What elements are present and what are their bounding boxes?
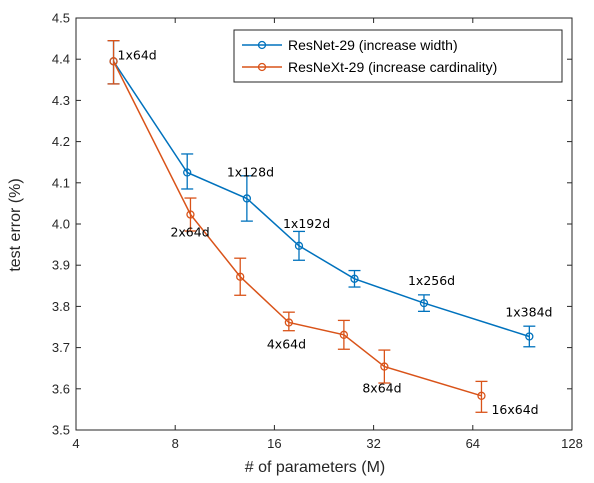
x-tick-label: 64 <box>466 436 480 451</box>
data-point <box>236 272 245 281</box>
data-point <box>242 194 252 203</box>
x-tick-label: 128 <box>561 436 583 451</box>
data-point <box>183 168 192 177</box>
legend-marker <box>257 62 267 72</box>
y-tick-label: 4.3 <box>52 93 70 108</box>
y-tick-label: 3.5 <box>52 423 70 438</box>
y-tick-label: 3.9 <box>52 258 70 273</box>
data-label: 8x64d <box>362 381 401 396</box>
x-tick-label: 4 <box>72 436 79 451</box>
y-tick-label: 4.0 <box>52 217 70 232</box>
annotation-layer: 1x64d 1x128d 1x192d 1x256d 1x384d 2x64d 4x64d 8… <box>118 47 553 417</box>
legend-entry: ResNeXt-29 (increase cardinality) <box>288 59 497 75</box>
data-label: 1x192d <box>283 216 330 231</box>
data-point <box>350 274 359 283</box>
y-tick-label: 4.1 <box>52 175 70 190</box>
x-axis-label: # of parameters (M) <box>245 459 385 476</box>
legend-entry: ResNet-29 (increase width) <box>288 37 458 53</box>
x-tick-label: 32 <box>366 436 380 451</box>
y-axis-label: test error (%) <box>7 178 24 271</box>
data-point <box>284 318 294 327</box>
axes: 4 8 16 32 64 128 3.5 3.6 3.7 3.8 3.9 4.0 4.1 4.2 4.3 4.… <box>52 11 583 452</box>
data-label: 2x64d <box>170 225 209 240</box>
data-label: 4x64d <box>267 336 306 351</box>
y-tick-label: 3.6 <box>52 381 70 396</box>
series-line <box>112 60 530 338</box>
data-point <box>525 332 534 341</box>
data-point <box>294 241 304 250</box>
data-label: 1x64d <box>118 47 157 62</box>
data-point <box>477 391 486 400</box>
data-point <box>339 330 349 339</box>
y-tick-label: 4.2 <box>52 134 70 149</box>
data-label: 1x256d <box>408 273 455 288</box>
series-2 <box>107 40 488 413</box>
data-label: 1x384d <box>505 304 552 319</box>
y-tick-label: 3.7 <box>52 340 70 355</box>
x-tick-label: 16 <box>267 436 281 451</box>
legend-marker <box>257 40 267 50</box>
data-label: 1x128d <box>227 164 274 179</box>
y-tick-label: 3.8 <box>52 299 70 314</box>
data-point <box>419 298 429 308</box>
series-1 <box>107 40 536 348</box>
data-point <box>380 362 389 371</box>
legend-box <box>233 29 563 83</box>
y-tick-label: 4.5 <box>52 11 70 26</box>
data-label: 16x64d <box>491 402 538 417</box>
series-layer <box>107 40 536 413</box>
x-tick-label: 8 <box>172 436 179 451</box>
legend: ResNet-29 (increase width) ResNeXt-29 (in… <box>233 29 563 83</box>
data-point <box>186 210 195 219</box>
y-tick-label: 4.4 <box>52 52 70 67</box>
data-point <box>109 57 118 66</box>
